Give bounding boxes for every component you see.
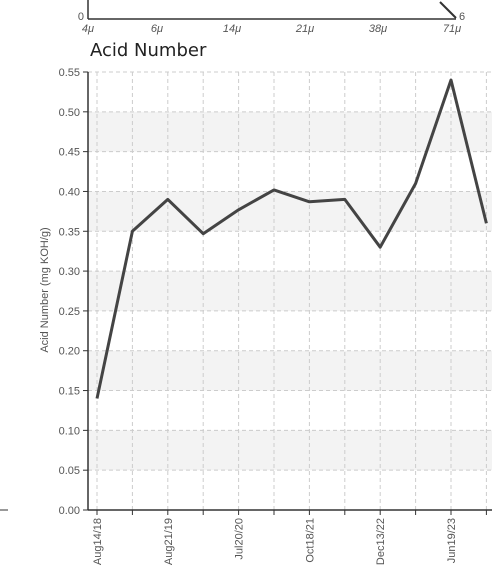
grid-band: [88, 111, 492, 152]
y-tick-label: 0.50: [59, 107, 80, 119]
y-tick-label: 0.45: [59, 147, 80, 159]
x-tick-label: Dec13/22: [375, 518, 387, 565]
y-tick-label: 0.10: [59, 425, 80, 437]
y-tick-label: 0.55: [59, 67, 80, 79]
y-tick-label: 0.00: [59, 505, 80, 517]
top-strip: 0 6 4μ 6μ 14μ 21μ 38μ 71μ: [78, 0, 465, 35]
series-line: [95, 78, 488, 399]
y-axis-label: Acid Number (mg KOH/g): [39, 227, 51, 352]
grid-band: [88, 350, 492, 391]
x-tick-label: Aug14/18: [92, 518, 104, 565]
x-tick-label: Oct18/21: [304, 518, 316, 563]
top-strip-x-tick: 38μ: [369, 23, 387, 35]
y-tick-label: 0.15: [59, 386, 80, 398]
y-tick-label: 0.35: [59, 226, 80, 238]
top-strip-x-tick: 6μ: [151, 23, 163, 35]
y-tick-label: 0.05: [59, 465, 80, 477]
y-tick-label: 0.25: [59, 306, 80, 318]
y-tick-label: 0.20: [59, 346, 80, 358]
top-strip-right-label: 6: [459, 11, 465, 23]
top-strip-x-tick: 71μ: [443, 23, 461, 35]
top-strip-x-tick: 21μ: [295, 23, 314, 35]
top-strip-x-tick: 4μ: [82, 23, 94, 35]
y-tick-label: 0.30: [59, 266, 80, 278]
grid-band: [88, 430, 492, 471]
grid-band: [88, 191, 492, 232]
grid-band: [88, 271, 492, 311]
x-tick-label: Jun19/23: [446, 518, 458, 563]
x-tick-label: Aug21/19: [163, 518, 175, 565]
chart-title: Acid Number: [90, 40, 207, 61]
top-strip-line: [439, 1, 457, 19]
x-tick-label: Jul20/20: [234, 518, 246, 560]
top-strip-y-zero: 0: [78, 11, 84, 23]
top-strip-x-tick: 14μ: [223, 23, 241, 35]
y-tick-label: 0.40: [59, 186, 80, 198]
